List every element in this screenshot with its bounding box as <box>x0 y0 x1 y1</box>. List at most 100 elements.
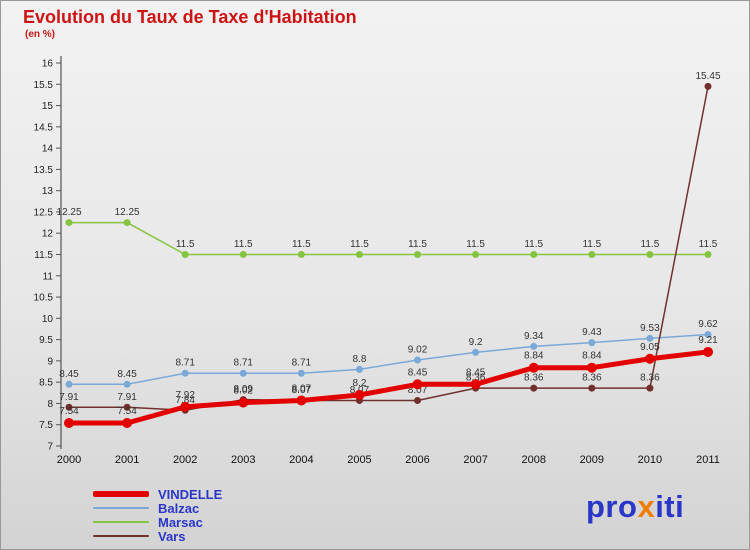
data-label-vars: 7.84 <box>175 395 195 406</box>
tax-evolution-line-chart: 7 7.5 8 8.5 9 9.5 10 10.5 11 11.5 12 12.5 13 13.5 14 14… <box>34 56 721 466</box>
data-point-marsac <box>181 251 189 258</box>
data-point-vindelle <box>470 379 481 390</box>
data-label-vindelle: 8.07 <box>292 383 312 394</box>
data-point-marsac <box>123 219 131 227</box>
x-tick-label: 2003 <box>231 454 255 466</box>
y-tick-label: 7 <box>47 442 53 453</box>
data-label-marsac: 11.5 <box>234 239 253 250</box>
data-point-vindelle <box>412 379 423 390</box>
data-point-vindelle <box>122 418 133 429</box>
data-point-balzac <box>297 369 305 377</box>
data-label-vars: 8.07 <box>292 385 312 396</box>
data-label-balzac: 8.71 <box>234 358 254 369</box>
data-label-marsac: 12.25 <box>56 207 81 218</box>
legend-item-vindelle: VINDELLE <box>93 486 223 502</box>
y-tick-label: 7.5 <box>39 420 53 431</box>
data-label-balzac: 8.45 <box>59 369 79 380</box>
data-label-vars: 8.07 <box>408 385 428 396</box>
y-tick-label: 13 <box>42 186 54 197</box>
data-label-vars: 8.36 <box>582 373 602 384</box>
legend-label: VINDELLE <box>158 486 223 502</box>
data-point-vindelle <box>180 401 191 412</box>
proxiti-logo: proxiti <box>586 489 684 525</box>
data-point-balzac <box>355 365 363 373</box>
data-label-balzac: 9.34 <box>524 331 544 342</box>
legend-swatch-marsac <box>93 521 149 523</box>
x-tick-label: 2006 <box>405 454 429 466</box>
x-tick-label: 2002 <box>173 454 197 466</box>
data-point-vindelle <box>64 418 74 429</box>
data-point-vindelle <box>238 397 249 408</box>
data-point-marsac <box>646 251 654 258</box>
data-label-balzac: 9.43 <box>582 327 602 338</box>
data-point-vars <box>530 384 538 392</box>
x-tick-label: 2007 <box>463 454 487 466</box>
y-tick-label: 8 <box>47 399 53 410</box>
x-tick-label: 2011 <box>696 454 720 466</box>
data-label-balzac: 8.8 <box>353 354 367 365</box>
series-line-vindelle <box>66 349 711 426</box>
data-label-balzac: 9.02 <box>408 345 428 356</box>
data-label-vindelle: 8.45 <box>466 367 486 378</box>
data-label-vindelle: 8.84 <box>524 351 544 362</box>
data-point-balzac <box>123 380 131 388</box>
data-point-vindelle <box>586 362 597 373</box>
data-point-marsac <box>65 219 73 227</box>
data-point-balzac <box>239 369 247 377</box>
data-label-balzac: 9.2 <box>469 337 483 348</box>
y-tick-label: 11.5 <box>34 250 53 261</box>
y-tick-label: 9 <box>47 356 53 367</box>
data-label-vars: 8.36 <box>640 373 660 384</box>
y-tick-label: 15.5 <box>34 80 54 91</box>
data-label-marsac: 12.25 <box>115 207 140 218</box>
x-tick-label: 2004 <box>289 454 313 466</box>
data-point-marsac <box>588 251 596 258</box>
y-tick-label: 14.5 <box>34 122 54 133</box>
legend-item-vars: Vars <box>93 529 222 544</box>
logo-x-glyph: x <box>637 489 656 524</box>
data-point-balzac <box>414 356 422 364</box>
data-point-vars <box>588 384 596 392</box>
data-label-vars: 8.36 <box>524 373 544 384</box>
data-label-vindelle: 8.84 <box>582 351 602 362</box>
data-point-marsac <box>704 251 712 258</box>
series-line-marsac <box>68 221 709 256</box>
chart-title: Evolution du Taux de Taxe d'Habitation <box>23 7 357 27</box>
data-label-balzac: 9.53 <box>640 323 660 334</box>
data-point-vindelle <box>296 395 307 406</box>
legend-label: Balzac <box>158 500 200 516</box>
data-point-vars <box>123 403 131 411</box>
y-tick-label: 15 <box>42 101 54 112</box>
data-point-marsac <box>239 251 247 258</box>
x-tick-label: 2010 <box>638 454 662 466</box>
y-tick-label: 12 <box>42 229 54 240</box>
x-tick-label: 2001 <box>115 454 139 466</box>
data-point-vars <box>414 396 422 404</box>
data-point-marsac <box>472 251 480 258</box>
data-label-vindelle: 7.54 <box>59 406 79 417</box>
chart-subtitle: (en %) <box>25 29 55 40</box>
data-point-marsac <box>414 251 422 258</box>
data-label-vindelle: 8.02 <box>234 386 254 397</box>
data-label-vindelle: 7.92 <box>175 390 195 401</box>
data-point-balzac <box>181 369 189 377</box>
y-tick-label: 12.5 <box>34 207 54 218</box>
data-label-marsac: 11.5 <box>292 239 311 250</box>
x-tick-label: 2008 <box>521 454 545 466</box>
legend-label: Marsac <box>158 514 203 530</box>
x-tick-label: 2005 <box>347 454 371 466</box>
data-label-marsac: 11.5 <box>524 239 543 250</box>
legend: VINDELLE Balzac Marsac Vars <box>93 486 223 544</box>
legend-swatch-vars <box>93 535 149 537</box>
y-tick-label: 13.5 <box>34 165 54 176</box>
data-point-vars <box>65 403 73 411</box>
data-label-balzac: 8.71 <box>292 358 312 369</box>
data-point-balzac <box>588 339 596 347</box>
logo-text-iti: iti <box>655 489 685 524</box>
data-label-vars: 8.36 <box>466 373 486 384</box>
data-point-vindelle <box>644 353 655 364</box>
data-label-marsac: 11.5 <box>466 239 485 250</box>
legend-item-marsac: Marsac <box>93 514 222 530</box>
data-point-balzac <box>704 331 712 339</box>
